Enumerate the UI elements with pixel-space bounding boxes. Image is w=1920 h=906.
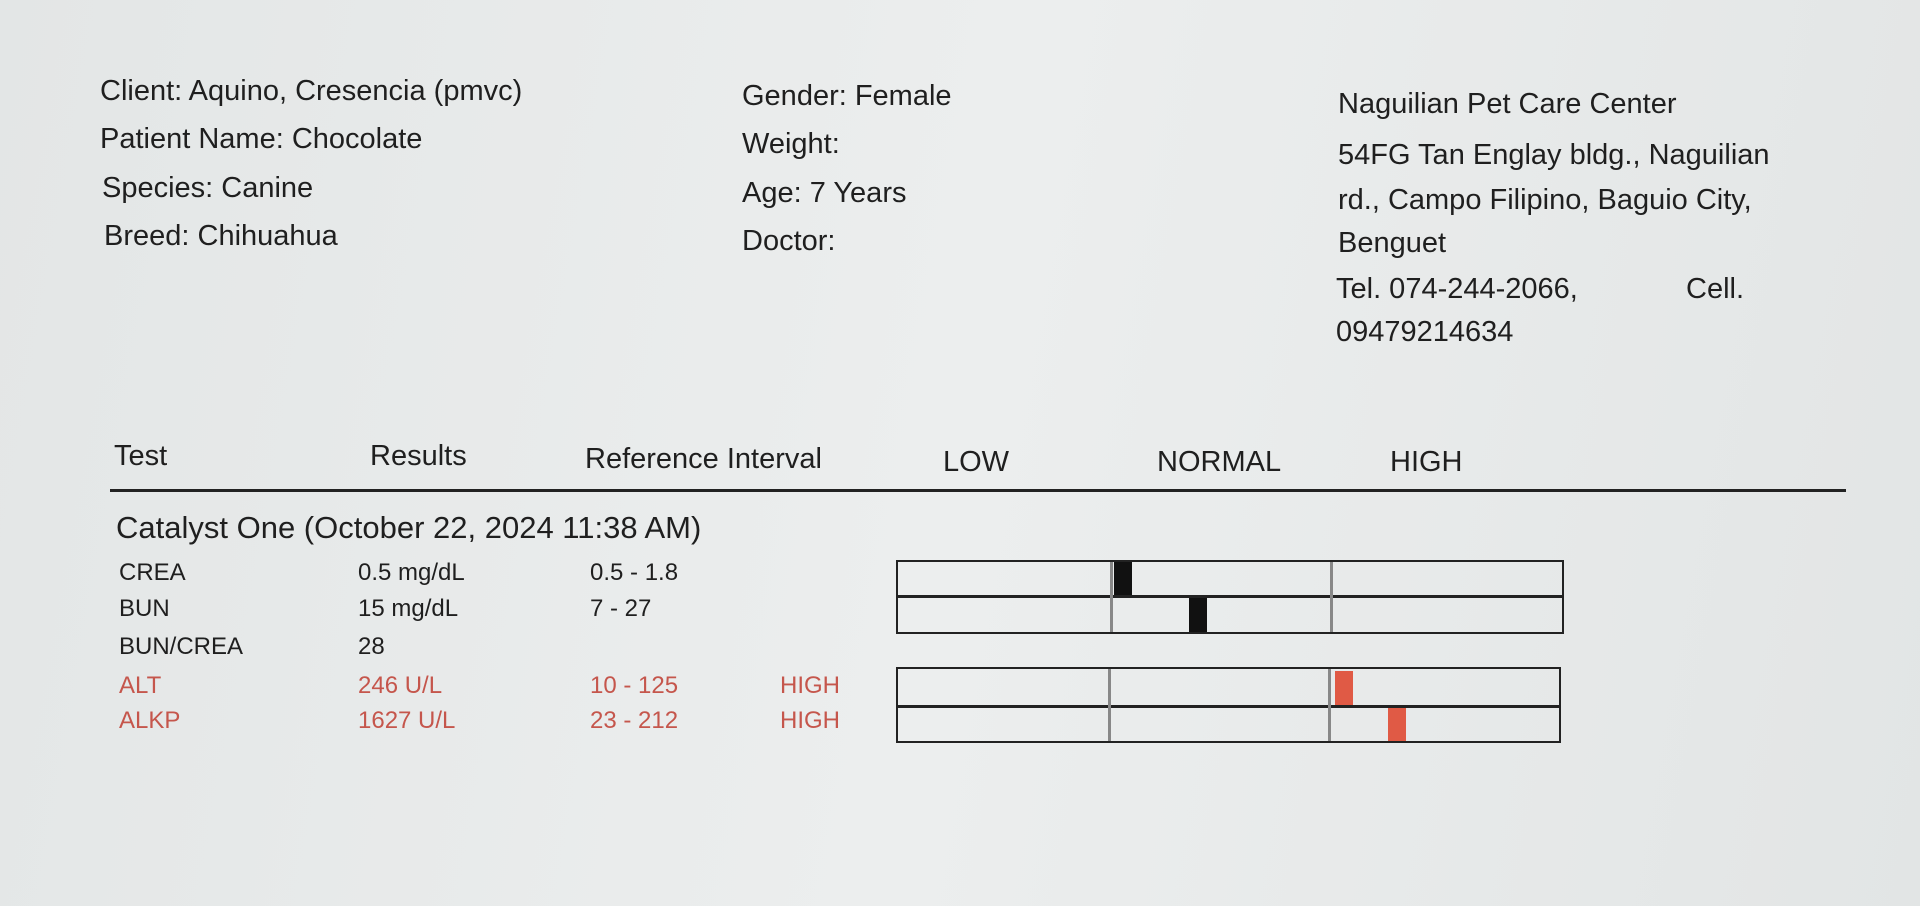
client: Client: Aquino, Cresencia (pmvc): [100, 75, 523, 107]
reference: 23 - 212: [590, 707, 679, 734]
section-title: Catalyst One (October 22, 2024 11:38 AM): [116, 510, 702, 545]
result: 246 U/L: [358, 672, 443, 699]
clinic-line: Tel. 074-244-2066,: [1336, 273, 1578, 305]
header: Test: [114, 440, 168, 472]
clinic-line: Benguet: [1338, 227, 1447, 259]
clinic-line: 54FG Tan Englay bldg., Naguilian: [1338, 139, 1770, 171]
result: 0.5 mg/dL: [358, 559, 465, 586]
result-marker: [1114, 562, 1132, 595]
result: 28: [358, 633, 385, 660]
reference: 7 - 27: [590, 595, 652, 622]
test-name: ALT: [119, 672, 162, 699]
result-marker: [1388, 708, 1406, 741]
header: HIGH: [1390, 446, 1463, 478]
clinic-line: rd., Campo Filipino, Baguio City,: [1338, 184, 1752, 216]
header: NORMAL: [1157, 446, 1282, 478]
range-divider: [896, 705, 1561, 708]
clinic-line: Naguilian Pet Care Center: [1338, 88, 1677, 120]
result-marker: [1189, 598, 1207, 632]
test-name: BUN/CREA: [119, 633, 244, 660]
gender: Gender: Female: [742, 80, 952, 112]
range-divider: [896, 595, 1564, 598]
test-name: BUN: [119, 595, 170, 622]
doctor: Doctor:: [742, 225, 836, 257]
clinic-cell: Cell.: [1686, 273, 1745, 305]
range-line: [1110, 562, 1113, 632]
reference: 0.5 - 1.8: [590, 559, 679, 586]
flag: HIGH: [780, 707, 840, 734]
breed: Breed: Chihuahua: [104, 220, 338, 252]
age: Age: 7 Years: [742, 177, 907, 209]
result: 1627 U/L: [358, 707, 456, 734]
weight: Weight:: [742, 128, 840, 160]
flag: HIGH: [780, 672, 840, 699]
result-marker: [1335, 671, 1353, 705]
test-name: CREA: [119, 559, 186, 586]
species: Species: Canine: [102, 172, 314, 204]
result: 15 mg/dL: [358, 595, 459, 622]
patient-name: Patient Name: Chocolate: [100, 123, 423, 155]
header: Results: [370, 440, 467, 472]
range-line: [1330, 562, 1333, 632]
clinic-line: 09479214634: [1336, 316, 1514, 348]
range-line: [1108, 669, 1111, 741]
reference: 10 - 125: [590, 672, 679, 699]
header: LOW: [943, 446, 1010, 478]
header-rule: [110, 489, 1846, 492]
header: Reference Interval: [585, 443, 822, 475]
range-line: [1328, 669, 1331, 741]
test-name: ALKP: [119, 707, 181, 734]
